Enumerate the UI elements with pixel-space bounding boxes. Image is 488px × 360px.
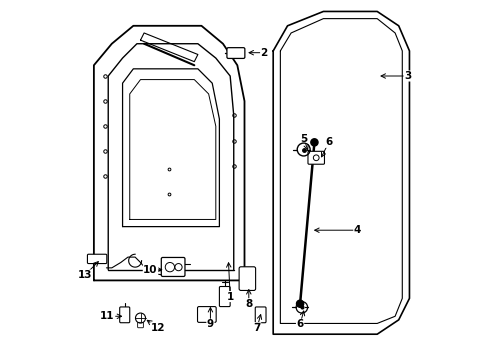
FancyBboxPatch shape — [87, 254, 106, 264]
Text: 6: 6 — [296, 319, 303, 329]
Text: 8: 8 — [244, 299, 252, 309]
FancyBboxPatch shape — [197, 307, 216, 322]
Text: 10: 10 — [143, 265, 158, 275]
Text: 6: 6 — [325, 138, 332, 147]
Text: 12: 12 — [150, 323, 164, 333]
Text: 7: 7 — [253, 323, 260, 333]
Text: 9: 9 — [206, 319, 214, 329]
FancyBboxPatch shape — [255, 307, 265, 323]
Circle shape — [310, 139, 317, 146]
Text: 11: 11 — [100, 311, 115, 321]
FancyBboxPatch shape — [219, 287, 230, 307]
Circle shape — [296, 300, 303, 307]
Text: 13: 13 — [78, 270, 92, 280]
Text: 4: 4 — [353, 225, 361, 235]
FancyBboxPatch shape — [226, 48, 244, 58]
Text: 1: 1 — [226, 292, 233, 302]
Text: 2: 2 — [260, 48, 267, 58]
FancyBboxPatch shape — [120, 307, 129, 323]
Text: 5: 5 — [300, 134, 306, 144]
FancyBboxPatch shape — [137, 322, 143, 328]
Text: 3: 3 — [403, 71, 410, 81]
FancyBboxPatch shape — [239, 267, 255, 291]
FancyBboxPatch shape — [161, 257, 184, 276]
FancyBboxPatch shape — [307, 151, 324, 164]
